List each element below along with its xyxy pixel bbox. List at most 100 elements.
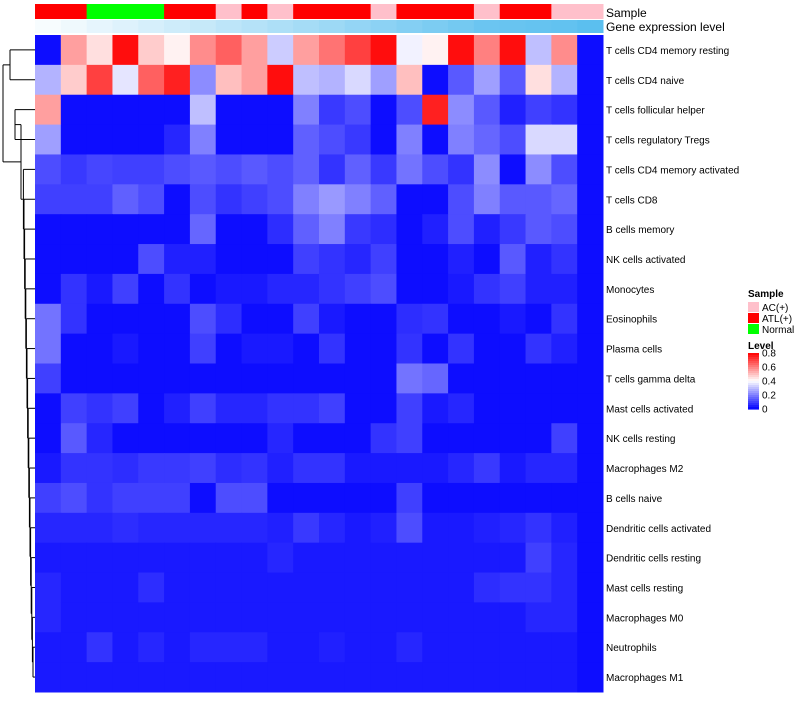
heatmap-cell [319,303,346,335]
heatmap-cell [293,333,320,364]
heatmap-cell [422,333,449,364]
legend-level-tick: 0.2 [762,391,776,402]
heatmap-cell [189,542,217,574]
heatmap-cell [35,244,62,275]
heatmap-cell [138,542,165,574]
heatmap-cell [267,542,294,574]
legend-gradient-step [748,399,759,402]
heatmap-cell [189,303,217,335]
heatmap-cell [138,512,165,544]
heatmap-cell [138,423,165,454]
heatmap-cell [370,333,397,364]
heatmap-cell [215,303,243,335]
heatmap-cell [86,184,113,215]
row-label: B cells memory [606,225,674,236]
heatmap-cell [138,363,165,394]
heatmap-cell [112,273,139,305]
heatmap-cell [577,602,604,633]
heatmap-cell [396,363,423,394]
heatmap-cell [164,94,191,126]
heatmap-cell [293,363,320,394]
heatmap-cell [35,512,62,544]
legend-gradient-step [748,403,759,406]
heatmap-cell [551,184,578,215]
legend-sample-swatch [748,313,759,323]
heatmap-cell [241,572,268,603]
heatmap-cell [215,124,243,155]
heatmap-cell [241,662,268,693]
heatmap-cell [396,662,423,693]
heatmap-cell [422,214,449,245]
heatmap-cell [448,512,475,544]
heatmap-cell [499,393,527,424]
heatmap-cell [60,273,88,305]
expression-annotation-cell [344,20,372,33]
heatmap-cell [551,303,578,335]
legend-gradient-step [748,371,759,374]
heatmap-cell [60,303,88,335]
heatmap-cell [112,124,139,155]
sample-annotation-cell [499,4,527,19]
heatmap-cell [525,333,552,364]
heatmap-cell [448,393,475,424]
heatmap-cell [525,303,552,335]
heatmap-cell [499,273,527,305]
heatmap-cell [422,453,449,484]
legend-gradient-step [748,393,759,396]
heatmap-cell [551,273,578,305]
expression-annotation-cell [86,20,113,33]
heatmap-cell [577,572,604,603]
expression-annotation-cell [138,20,165,33]
heatmap-cell [267,572,294,603]
heatmap-cell [448,423,475,454]
sample-annotation-cell [60,4,88,19]
heatmap-cell [60,542,88,574]
heatmap-cell [396,214,423,245]
sample-annotation-cell [35,4,62,19]
heatmap-cell [86,154,113,185]
legend-gradient-step [748,391,759,394]
heatmap-cell [138,184,165,215]
heatmap-cell [551,453,578,484]
heatmap-cell [319,214,346,245]
heatmap-cell [164,184,191,215]
heatmap-cell [551,333,578,364]
heatmap-cell [189,482,217,514]
row-label: Plasma cells [606,345,662,356]
heatmap-cell [241,423,268,454]
heatmap-cell [164,453,191,484]
heatmap-cell [422,512,449,544]
heatmap-cell [241,542,268,574]
heatmap-cell [473,423,501,454]
heatmap-cell [86,393,113,424]
heatmap-cell [60,244,88,275]
heatmap-cell [112,572,139,603]
heatmap-cell [215,662,243,693]
heatmap-cell [267,124,294,155]
heatmap-cell [164,602,191,633]
heatmap-cell [370,214,397,245]
heatmap-cell [267,184,294,215]
heatmap-cell [422,363,449,394]
heatmap-cell [499,363,527,394]
legend-gradient-step [748,389,759,392]
heatmap-cell [267,94,294,126]
heatmap-cell [577,393,604,424]
heatmap-cell [267,154,294,185]
heatmap-cell [499,602,527,633]
heatmap-cell [422,244,449,275]
sample-annotation-label: Sample [606,6,647,20]
heatmap-cell [293,602,320,633]
heatmap-cell [189,602,217,633]
heatmap-cell [35,482,62,514]
heatmap-cell [551,512,578,544]
heatmap-cell [319,512,346,544]
heatmap-cell [370,363,397,394]
heatmap-cell [473,303,501,335]
heatmap-cell [60,453,88,484]
heatmap-cell [112,393,139,424]
sample-annotation-cell [293,4,320,19]
heatmap-cell [525,244,552,275]
heatmap-cell [577,35,604,66]
sample-annotation-cell [344,4,372,19]
